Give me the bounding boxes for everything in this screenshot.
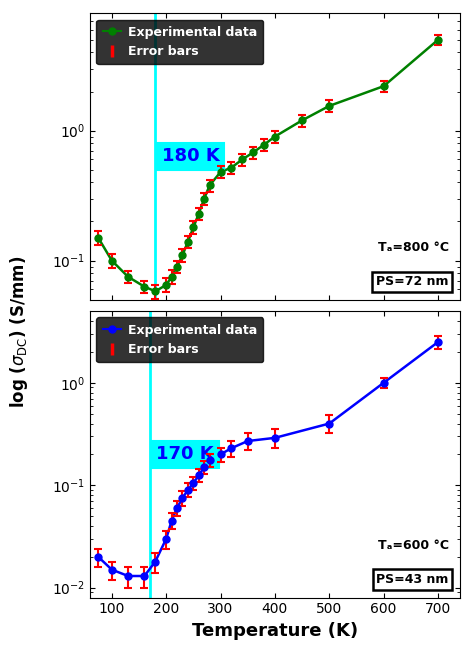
X-axis label: Temperature (K): Temperature (K) (192, 622, 358, 640)
Legend: Experimental data, Error bars: Experimental data, Error bars (96, 317, 263, 362)
Text: 170 K: 170 K (156, 446, 214, 463)
Text: PS=43 nm: PS=43 nm (376, 573, 449, 586)
Text: Tₐ=600 °C: Tₐ=600 °C (378, 539, 449, 552)
Text: log ($\sigma_{\rm DC}$) (S/mm): log ($\sigma_{\rm DC}$) (S/mm) (8, 256, 30, 408)
Text: PS=72 nm: PS=72 nm (376, 276, 449, 288)
Legend: Experimental data, Error bars: Experimental data, Error bars (96, 19, 263, 64)
Text: 180 K: 180 K (162, 147, 219, 165)
Text: Tₐ=800 °C: Tₐ=800 °C (378, 241, 449, 254)
